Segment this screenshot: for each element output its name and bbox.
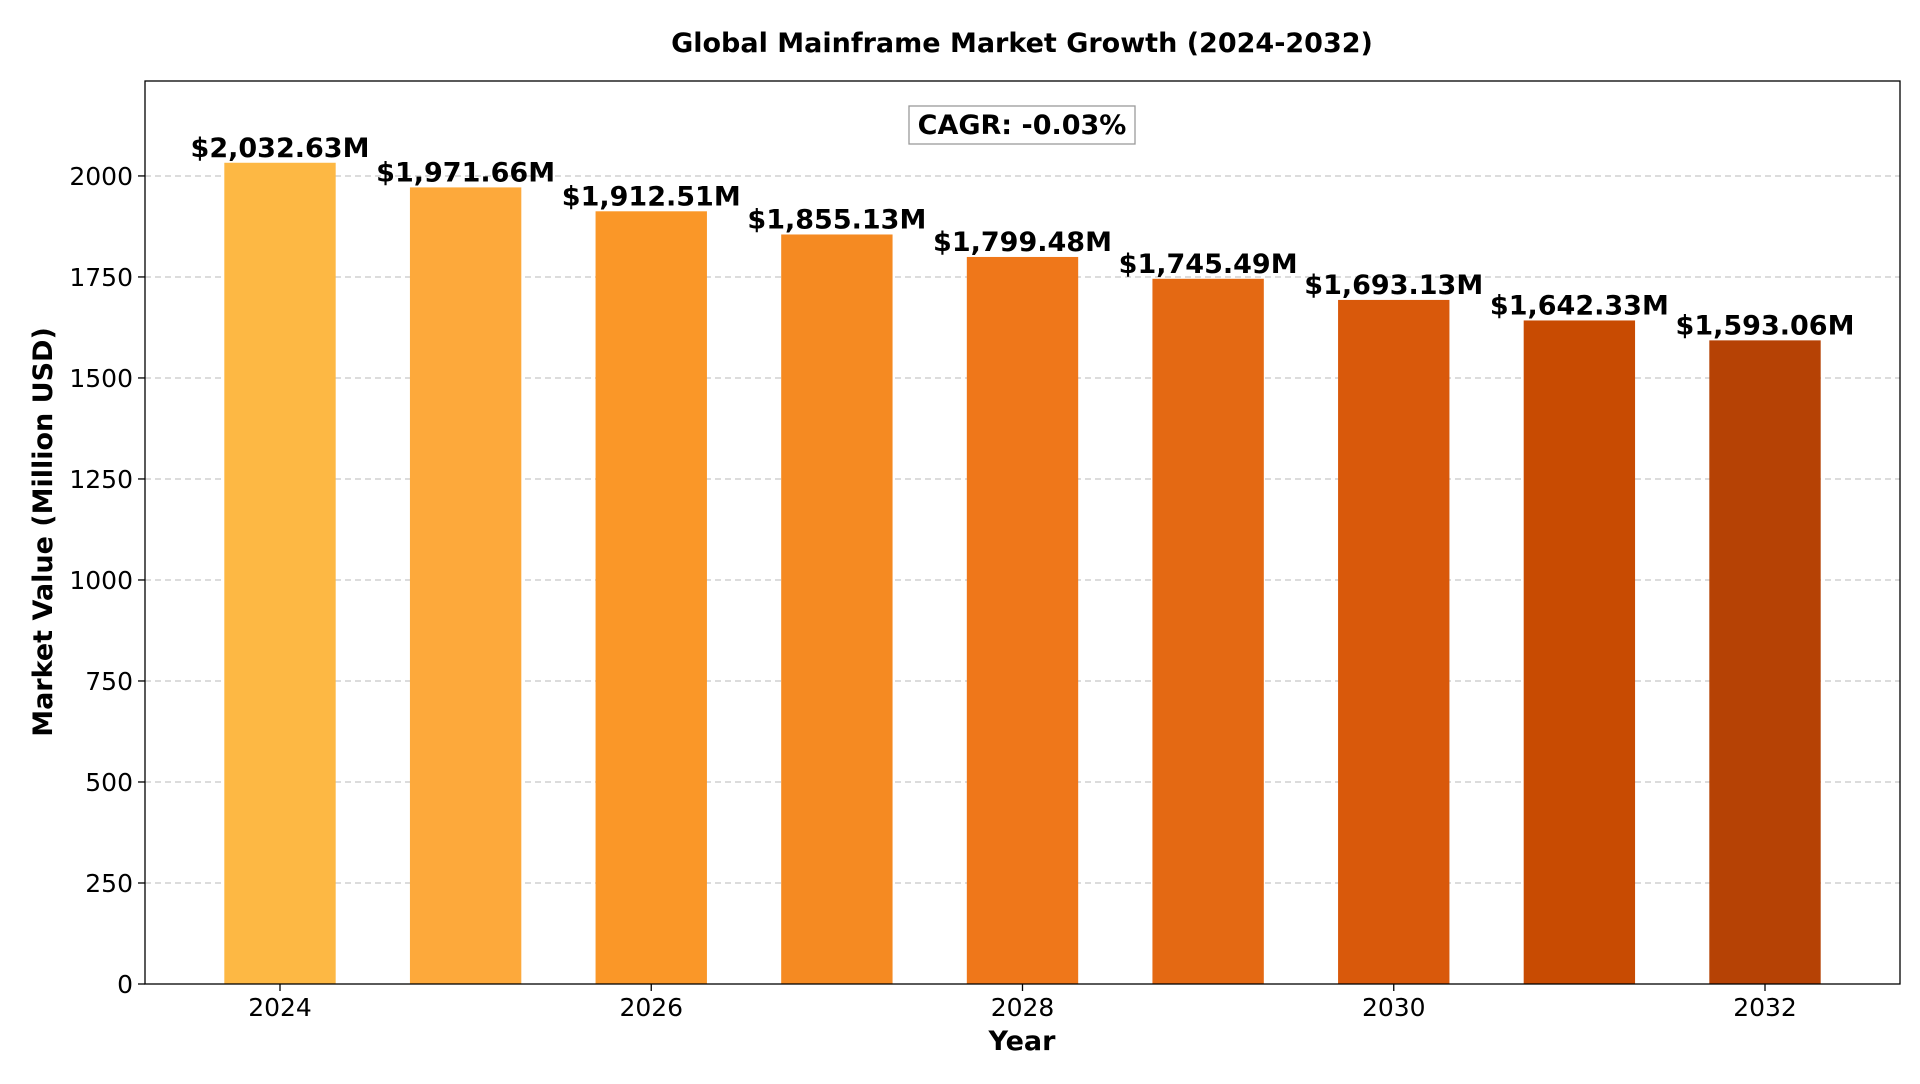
y-tick-label-1500: 1500 [69, 364, 133, 393]
data-label-2027: $1,855.13M [747, 204, 926, 235]
chart-title: Global Mainframe Market Growth (2024-203… [671, 28, 1373, 59]
data-label-2026: $1,912.51M [562, 181, 741, 212]
y-tick-label-250: 250 [85, 869, 133, 898]
bar-2024 [224, 162, 336, 984]
bar-2031 [1523, 320, 1636, 984]
y-tick-label-1750: 1750 [69, 263, 133, 292]
bars [224, 162, 1821, 985]
y-tick-label-1250: 1250 [69, 465, 133, 494]
y-tick-label-1000: 1000 [69, 566, 133, 595]
bar-2030 [1338, 299, 1450, 984]
x-tick-label-2028: 2028 [991, 993, 1055, 1022]
data-label-2032: $1,593.06M [1676, 310, 1855, 341]
cagr-box [908, 105, 1136, 145]
y-axis-label: Market Value (Million USD) [28, 327, 59, 737]
y-tick-label-0: 0 [117, 970, 133, 999]
data-label-2031: $1,642.33M [1490, 290, 1669, 321]
axes: 0 250 500 750 1000 1250 1500 1750 2000 2024 2026 20… [69, 162, 1796, 1022]
data-label-2028: $1,799.48M [933, 227, 1112, 258]
y-tick-label-500: 500 [85, 768, 133, 797]
data-label-2030: $1,693.13M [1304, 270, 1483, 301]
x-tick-label-2032: 2032 [1733, 993, 1797, 1022]
data-label-2024: $2,032.63M [191, 133, 370, 164]
bar-2026 [595, 211, 707, 984]
plot-frame [144, 80, 1901, 985]
x-axis-label: Year [988, 1026, 1057, 1057]
bar-2032 [1709, 340, 1821, 985]
bar-2028 [966, 256, 1079, 984]
cagr-text: CAGR: -0.03% [918, 110, 1127, 141]
bar-2029 [1152, 278, 1264, 985]
data-label-2029: $1,745.49M [1119, 249, 1298, 280]
cagr-annotation: CAGR: -0.03% [908, 105, 1136, 145]
bar-2027 [781, 234, 893, 985]
y-tick-label-2000: 2000 [69, 162, 133, 191]
bar-2025 [409, 187, 522, 984]
x-tick-label-2024: 2024 [248, 993, 312, 1022]
x-tick-label-2030: 2030 [1362, 993, 1426, 1022]
data-labels: $2,032.63M$1,971.66M$1,912.51M$1,855.13M… [191, 133, 1855, 342]
data-label-2025: $1,971.66M [376, 157, 555, 188]
x-tick-label-2026: 2026 [619, 993, 683, 1022]
y-tick-label-750: 750 [85, 667, 133, 696]
